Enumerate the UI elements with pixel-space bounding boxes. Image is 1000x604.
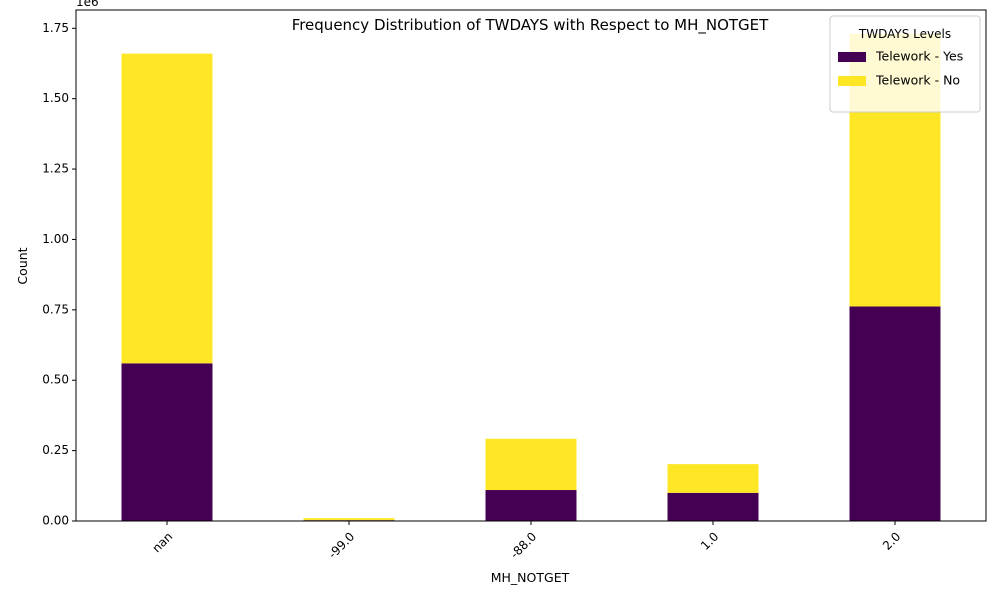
bar-segment-telework-yes-0 xyxy=(121,363,213,521)
bar-segment-telework-yes-3 xyxy=(667,492,759,521)
y-tick-label: 1.50 xyxy=(42,91,69,105)
x-tick-label: -88.0 xyxy=(507,529,539,561)
x-tick-label: 2.0 xyxy=(880,529,903,552)
y-axis-label: Count xyxy=(15,247,30,284)
x-axis: nan -99.0 -88.0 1.0 2.0 xyxy=(149,521,903,561)
legend-box xyxy=(829,15,981,113)
y-tick-label: 0.75 xyxy=(42,302,69,316)
legend: TWDAYS Levels Telework - Yes Telework - N… xyxy=(829,15,981,113)
bar-segment-telework-no-1 xyxy=(303,518,395,521)
y-tick-label: 0.00 xyxy=(42,514,69,528)
y-tick-label: 0.25 xyxy=(42,443,69,457)
x-axis-label: MH_NOTGET xyxy=(491,570,570,585)
legend-swatch-telework-yes xyxy=(838,52,866,62)
bars-layer xyxy=(121,33,941,521)
x-tick-label: -99.0 xyxy=(325,529,357,561)
x-tick-label: 1.0 xyxy=(698,529,721,552)
y-axis: 0.00 0.25 0.50 0.75 1.00 1.25 1.50 1.75 xyxy=(42,21,76,528)
legend-label-telework-no: Telework - No xyxy=(875,73,960,88)
bar-segment-telework-no-2 xyxy=(485,438,577,491)
bar-segment-telework-yes-4 xyxy=(849,306,941,521)
legend-label-telework-yes: Telework - Yes xyxy=(875,49,963,64)
bar-segment-telework-yes-2 xyxy=(485,490,577,521)
y-tick-label: 1.25 xyxy=(42,162,69,176)
y-tick-label: 1.75 xyxy=(42,21,69,35)
bar-segment-telework-no-0 xyxy=(121,53,213,364)
y-offset-text: 1e6 xyxy=(76,0,99,9)
legend-title: TWDAYS Levels xyxy=(858,27,951,41)
x-tick-label: nan xyxy=(149,529,175,555)
y-tick-label: 1.00 xyxy=(42,232,69,246)
bar-segment-telework-no-3 xyxy=(667,464,759,493)
chart-title: Frequency Distribution of TWDAYS with Re… xyxy=(292,16,769,35)
legend-swatch-telework-no xyxy=(838,76,866,86)
y-tick-label: 0.50 xyxy=(42,373,69,387)
